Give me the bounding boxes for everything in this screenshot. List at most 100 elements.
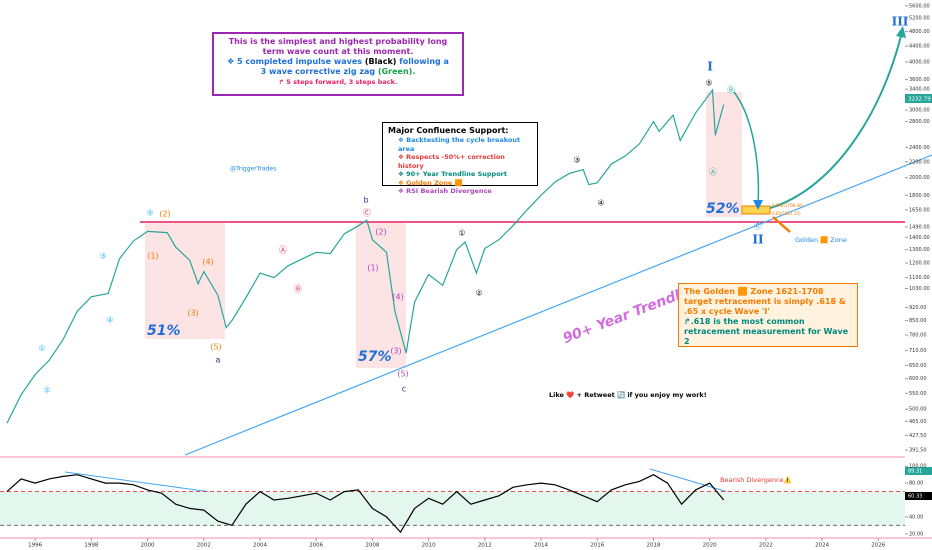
x-tick-label: 2002 xyxy=(197,543,211,549)
x-tick-label: 2026 xyxy=(871,543,885,549)
y-tick-label: 710.00 xyxy=(909,348,927,354)
price-tag-text: 3232.79 xyxy=(908,97,931,103)
trendline xyxy=(184,154,932,456)
golden-zone xyxy=(741,205,771,215)
rsi-tag-text: 60.33 xyxy=(908,494,922,500)
y-tick-label: 4400.00 xyxy=(909,44,930,50)
price-line xyxy=(6,88,725,424)
y-tick-label: 1200.00 xyxy=(909,261,930,267)
y-tick-label: 1800.00 xyxy=(909,193,930,199)
wave-label: ⑤ xyxy=(146,209,153,218)
rsi-tag xyxy=(905,467,932,475)
wave-label: (5) xyxy=(210,343,221,352)
wave-label: III xyxy=(892,15,909,29)
wave-label: Ⓐ xyxy=(279,246,287,255)
arrow-head xyxy=(896,26,906,38)
y-tick-label: 1650.00 xyxy=(909,207,930,213)
projection-arrow xyxy=(769,31,903,209)
steps: ↱ 5 steps forward, 3 steps back. xyxy=(278,78,398,86)
y-tick-label: 465.00 xyxy=(909,419,927,425)
zigzag: 3 wave corrective zig zag xyxy=(260,67,376,76)
fib-label: 0.618(1708.40) xyxy=(772,203,804,208)
wave-label: ① xyxy=(458,229,465,238)
x-tick-label: 2006 xyxy=(309,543,323,549)
correction-zone xyxy=(706,92,742,217)
y-tick-label: 427.50 xyxy=(909,433,927,439)
y-tick-label: 20.00 xyxy=(909,531,923,537)
y-tick-label: 2000.00 xyxy=(909,175,930,181)
wave-label: ① xyxy=(38,344,45,353)
wave-label: (4) xyxy=(202,258,213,267)
x-tick-label: 2022 xyxy=(759,543,773,549)
golden-note: ↱.618 is the most common retracement mea… xyxy=(684,317,849,346)
y-tick-label: 1030.00 xyxy=(909,286,930,292)
rsi-tag-text: 89.31 xyxy=(908,469,922,475)
y-tick-label: 4800.00 xyxy=(909,29,930,35)
x-tick-label: 2016 xyxy=(590,543,604,549)
y-tick-label: 3600.00 xyxy=(909,77,930,83)
x-tick-label: 2018 xyxy=(646,543,660,549)
confluence-item: ❖ Respects -50%+ correction history xyxy=(398,153,505,170)
y-tick-label: 391.50 xyxy=(909,448,927,454)
wave-label: II xyxy=(752,233,764,247)
y-tick-label: 3400.00 xyxy=(909,87,930,93)
y-tick-label: 1100.00 xyxy=(909,275,930,281)
wave-label: ② xyxy=(43,386,50,395)
wave-label: I xyxy=(707,60,713,74)
wave-label: Ⓑ xyxy=(294,285,302,294)
headline: This is the simplest and highest probabi… xyxy=(228,37,448,56)
wave-label: Ⓑ xyxy=(727,86,735,95)
confluence-item: ❖ 90+ Year Trendline Support xyxy=(398,170,507,178)
rsi-line xyxy=(6,474,725,534)
y-tick-label: 5200.00 xyxy=(909,16,930,22)
wave-label: (5) xyxy=(397,370,408,379)
wave-label: b xyxy=(363,196,368,205)
wave-label: ③ xyxy=(99,252,106,261)
confluence-title: Major Confluence Support: xyxy=(388,126,509,135)
y-tick-label: 5600.00 xyxy=(909,3,930,9)
wave-c-arrow xyxy=(733,91,760,206)
drop-label: 51% xyxy=(147,323,181,339)
golden-arrow xyxy=(772,216,791,233)
x-tick-label: 2020 xyxy=(703,543,717,549)
wave-label: ⑤ xyxy=(705,79,712,88)
x-tick-label: 2024 xyxy=(815,543,829,549)
confluence-box: Major Confluence Support: ❖ Backtesting … xyxy=(382,122,538,195)
y-tick-label: 650.00 xyxy=(909,363,927,369)
golden-box: The Golden 🟧 Zone 1621-1708 target retra… xyxy=(678,283,858,347)
y-tick-label: 550.00 xyxy=(909,391,927,397)
correction-zone xyxy=(145,223,225,339)
wave-label: Ⓒ xyxy=(754,222,762,231)
divergence-label: Bearish Divergence⚠️ xyxy=(720,476,792,484)
y-tick-label: 2200.00 xyxy=(909,159,930,165)
y-tick-label: 920.00 xyxy=(909,305,927,311)
y-tick-label: 4000.00 xyxy=(909,60,930,66)
y-tick-label: 40.00 xyxy=(909,514,923,520)
wave-label: ② xyxy=(475,289,482,298)
fib-label: 0.65(1621.15) xyxy=(772,211,801,216)
wave-label: ④ xyxy=(597,199,604,208)
wave-note: This is the simplest and highest probabi… xyxy=(212,32,464,96)
x-tick-label: 2008 xyxy=(365,543,379,549)
x-tick-label: 2014 xyxy=(534,543,548,549)
confluence-item: ❖ Backtesting the cycle breakout area xyxy=(398,136,521,153)
golden-text: The Golden 🟧 Zone 1621-1708 target retra… xyxy=(684,287,846,316)
wave-label: a xyxy=(216,356,221,365)
like-note: Like ❤️ + Retweet 🔄 if you enjoy my work… xyxy=(549,391,707,399)
y-tick-label: 1300.00 xyxy=(909,247,930,253)
y-tick-label: 1490.00 xyxy=(909,224,930,230)
y-tick-label: 2400.00 xyxy=(909,145,930,151)
confluence-item: ❖ RSI Bearish Divergence xyxy=(398,187,492,195)
y-tick-label: 3000.00 xyxy=(909,108,930,114)
wave-label: (4) xyxy=(392,293,403,302)
wave-label: (2) xyxy=(375,228,386,237)
confluence-item: ❖ Golden Zone 🟧 xyxy=(398,178,463,187)
x-tick-label: 1996 xyxy=(28,543,42,549)
wave-label: (3) xyxy=(187,309,198,318)
y-tick-label: 80.00 xyxy=(909,481,923,487)
wave-label: (1) xyxy=(147,252,158,261)
rsi-band xyxy=(0,491,905,526)
y-tick-label: 600.00 xyxy=(909,376,927,382)
